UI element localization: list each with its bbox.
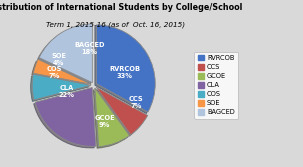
Wedge shape (96, 87, 148, 135)
Text: RVRCOB
33%: RVRCOB 33% (109, 66, 140, 79)
Text: BAGCED
18%: BAGCED 18% (74, 42, 105, 55)
Text: CLA
22%: CLA 22% (59, 85, 75, 98)
Text: Term 1, 2015-16 (as of  Oct. 16, 2015): Term 1, 2015-16 (as of Oct. 16, 2015) (45, 22, 185, 28)
Text: Distribution of International Students by College/School: Distribution of International Students b… (0, 3, 242, 12)
Legend: RVRCOB, CCS, GCOE, CLA, COS, SOE, BAGCED: RVRCOB, CCS, GCOE, CLA, COS, SOE, BAGCED (194, 52, 238, 119)
Wedge shape (33, 59, 91, 84)
Text: CCS
7%: CCS 7% (129, 96, 144, 109)
Wedge shape (35, 88, 96, 146)
Wedge shape (96, 25, 155, 112)
Wedge shape (95, 88, 129, 147)
Text: SOE
4%: SOE 4% (51, 53, 66, 66)
Text: GCOE
9%: GCOE 9% (94, 115, 115, 128)
Wedge shape (39, 24, 92, 83)
Text: COS
7%: COS 7% (46, 66, 62, 79)
Wedge shape (32, 74, 91, 100)
